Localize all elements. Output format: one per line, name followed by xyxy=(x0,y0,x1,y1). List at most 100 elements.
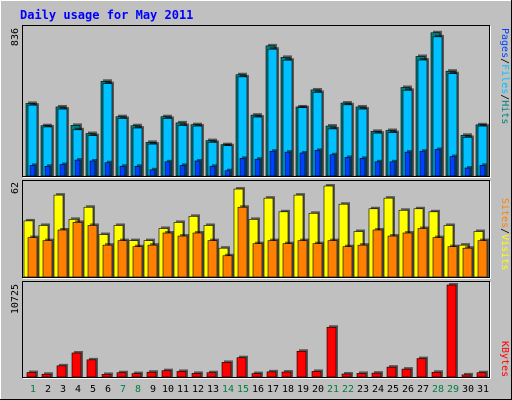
chart-title: Daily usage for May 2011 xyxy=(20,8,193,22)
bar-pages-day-21 xyxy=(329,154,336,177)
bar-pages-day-29 xyxy=(449,156,456,177)
top-bars xyxy=(25,30,489,177)
bar-pages-day-24 xyxy=(374,161,381,177)
x-label-day-10: 10 xyxy=(162,384,174,395)
bar-pages-day-7 xyxy=(119,165,126,177)
legend-middle: Sites/Visits xyxy=(499,198,510,270)
bar-pages-day-16 xyxy=(254,158,261,177)
bar-sites-day-22 xyxy=(342,246,353,278)
bar-kbytes-day-10 xyxy=(161,370,172,378)
bar-pages-day-19 xyxy=(299,152,306,177)
legend-files: Files xyxy=(499,64,510,94)
bar-sites-day-14 xyxy=(222,255,233,278)
x-label-day-11: 11 xyxy=(177,384,189,395)
x-label-day-22: 22 xyxy=(342,384,354,395)
bar-kbytes-day-12 xyxy=(191,373,202,378)
bar-kbytes-day-8 xyxy=(131,373,142,378)
x-label-day-26: 26 xyxy=(402,384,414,395)
bar-sites-day-16 xyxy=(252,243,263,278)
x-label-day-14: 14 xyxy=(222,384,234,395)
bar-kbytes-day-21 xyxy=(326,326,337,378)
bar-kbytes-day-4 xyxy=(71,352,82,378)
x-label-day-31: 31 xyxy=(477,384,489,395)
bar-sites-day-10 xyxy=(162,232,173,278)
bar-pages-day-14 xyxy=(224,170,231,177)
bar-kbytes-day-14 xyxy=(221,362,232,378)
bar-sites-day-17 xyxy=(267,240,278,278)
bar-sites-day-11 xyxy=(177,235,188,278)
x-label-day-8: 8 xyxy=(135,384,141,395)
legend-pages: Pages xyxy=(499,28,510,58)
bar-kbytes-day-6 xyxy=(101,374,112,378)
bar-pages-day-3 xyxy=(59,164,66,177)
x-label-day-23: 23 xyxy=(357,384,369,395)
legend-hits: Hits xyxy=(499,100,510,124)
bar-pages-day-28 xyxy=(434,149,441,177)
y-max-label-visits: 62 xyxy=(10,182,21,194)
bar-sites-day-29 xyxy=(447,246,458,278)
y-max-label-hits: 836 xyxy=(10,28,21,46)
bar-kbytes-day-1 xyxy=(26,372,37,378)
bar-sites-day-24 xyxy=(372,229,383,278)
bar-kbytes-day-20 xyxy=(311,371,322,378)
bar-kbytes-day-17 xyxy=(266,371,277,378)
bar-pages-day-6 xyxy=(104,162,111,177)
bar-pages-day-15 xyxy=(239,157,246,177)
panel-bot-frame xyxy=(22,281,490,378)
bar-sites-day-2 xyxy=(42,240,53,278)
bar-sites-day-12 xyxy=(192,232,203,278)
bar-kbytes-day-15 xyxy=(236,357,247,378)
bar-sites-day-21 xyxy=(327,240,338,278)
bar-sites-day-3 xyxy=(57,229,68,278)
bar-pages-day-30 xyxy=(464,167,471,177)
legend-sep-1: / xyxy=(499,58,510,64)
x-label-day-15: 15 xyxy=(237,384,249,395)
bar-pages-day-31 xyxy=(479,165,486,177)
bar-kbytes-day-13 xyxy=(206,372,217,378)
x-label-day-19: 19 xyxy=(297,384,309,395)
bar-kbytes-day-27 xyxy=(416,358,427,378)
bar-kbytes-day-31 xyxy=(476,372,487,378)
bar-pages-day-27 xyxy=(419,150,426,177)
bar-sites-day-18 xyxy=(282,243,293,278)
bar-pages-day-12 xyxy=(194,160,201,177)
bar-pages-day-22 xyxy=(344,157,351,177)
legend-sites: Sites xyxy=(499,198,510,228)
legend-kbytes: KBytes xyxy=(499,341,510,377)
bar-kbytes-day-2 xyxy=(41,373,52,378)
bar-sites-day-1 xyxy=(27,237,38,278)
bar-pages-day-10 xyxy=(164,161,171,177)
bar-sites-day-27 xyxy=(417,228,428,278)
bar-sites-day-20 xyxy=(312,243,323,278)
bottom-bars xyxy=(26,283,488,378)
x-label-day-9: 9 xyxy=(150,384,156,395)
bar-sites-day-30 xyxy=(462,247,473,278)
bar-kbytes-day-29 xyxy=(446,284,457,378)
bar-sites-day-25 xyxy=(387,235,398,278)
bar-kbytes-day-28 xyxy=(431,371,442,378)
bar-pages-day-5 xyxy=(89,160,96,177)
x-label-day-25: 25 xyxy=(387,384,399,395)
bar-kbytes-day-18 xyxy=(281,371,292,378)
x-label-day-12: 12 xyxy=(192,384,204,395)
bar-pages-day-11 xyxy=(179,165,186,177)
bar-kbytes-day-23 xyxy=(356,373,367,378)
middle-bars xyxy=(23,184,489,278)
bar-kbytes-day-30 xyxy=(461,374,472,378)
bar-sites-day-13 xyxy=(207,240,218,278)
bar-pages-day-23 xyxy=(359,157,366,177)
x-label-day-17: 17 xyxy=(267,384,279,395)
x-label-day-13: 13 xyxy=(207,384,219,395)
bar-pages-day-2 xyxy=(44,165,51,177)
x-label-day-30: 30 xyxy=(462,384,474,395)
legend-top: Pages/Files/Hits xyxy=(499,28,510,124)
x-label-day-2: 2 xyxy=(45,384,51,395)
legend-sep-3: / xyxy=(499,228,510,234)
legend-bottom: KBytes xyxy=(499,341,510,377)
panel-kbytes xyxy=(22,281,491,379)
bar-sites-day-4 xyxy=(72,222,83,278)
bar-sites-day-28 xyxy=(432,237,443,278)
bar-kbytes-day-25 xyxy=(386,366,397,378)
x-label-day-4: 4 xyxy=(75,384,81,395)
bar-kbytes-day-3 xyxy=(56,365,67,378)
